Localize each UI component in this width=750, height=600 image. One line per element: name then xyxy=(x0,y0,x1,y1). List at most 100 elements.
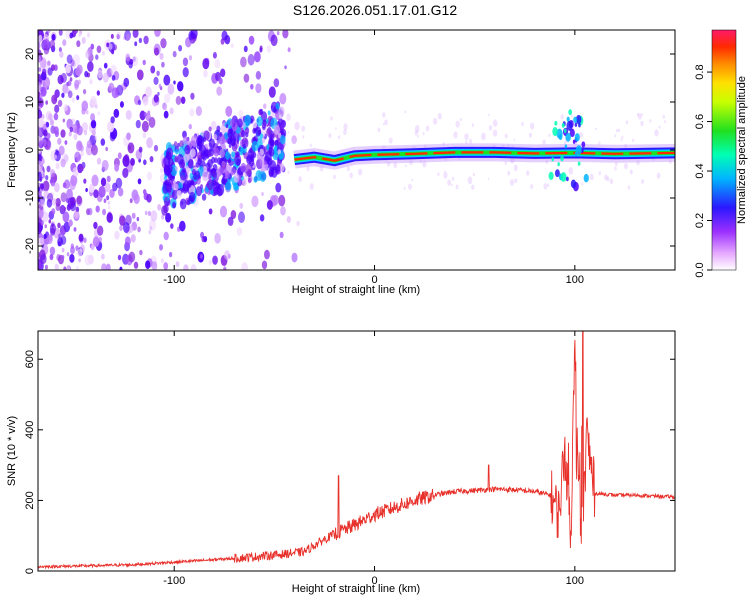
spectrogram-cell xyxy=(73,133,78,141)
spectrogram-cell xyxy=(103,62,108,69)
spectrogram-cell xyxy=(166,147,174,160)
spectrogram-cell xyxy=(664,120,667,124)
spectrogram-cell xyxy=(111,74,116,81)
spectrogram-cell xyxy=(212,52,217,59)
spectrogram-cell xyxy=(93,221,98,229)
spectrogram-cell xyxy=(101,50,105,56)
spectrogram-cell xyxy=(561,122,565,128)
spectrogram-cell xyxy=(164,93,171,104)
spectrogram-cell xyxy=(566,120,573,131)
spectrogram-cell xyxy=(213,147,220,157)
spectrogram-cell xyxy=(66,54,73,64)
spectrogram-cell xyxy=(514,178,518,184)
spectrogram-cell xyxy=(240,162,247,173)
spectrogram-cell xyxy=(98,236,102,243)
spectrogram-cell xyxy=(377,127,381,133)
spectrogram-cell xyxy=(656,172,661,179)
spectrogram-cell xyxy=(432,117,438,125)
spectrogram-cell xyxy=(560,114,564,120)
spectrogram-cell xyxy=(268,166,275,177)
spectrogram-cell xyxy=(641,179,644,184)
spectrogram-cell xyxy=(451,183,453,187)
spectrogram-cell xyxy=(309,183,314,190)
spectrogram-cell xyxy=(662,114,665,119)
spectrogram-cell xyxy=(96,45,102,54)
spectrogram-cell xyxy=(569,128,575,138)
spectrogram-cell xyxy=(150,65,156,74)
spectrogram-cell xyxy=(195,106,203,117)
spectrogram-cell xyxy=(95,205,100,213)
spectrogram-cell xyxy=(154,30,161,38)
spectrogram-cell xyxy=(199,184,204,190)
spectrogram-cell xyxy=(464,133,469,141)
spectrogram-cell xyxy=(193,172,198,180)
spectrogram-cell xyxy=(158,83,162,88)
spectrogram-cell xyxy=(175,95,182,105)
spectrogram-cell xyxy=(236,158,241,166)
spectrogram-cell xyxy=(62,39,67,46)
spectrogram-cell xyxy=(102,72,109,83)
spectrogram-cell xyxy=(513,138,516,142)
spectrogram-cell xyxy=(38,191,43,199)
spectrogram-cell xyxy=(263,249,270,260)
spectrogram-cell xyxy=(122,222,130,234)
spectrogram-cell xyxy=(207,150,212,158)
spectrogram-cell xyxy=(180,96,186,104)
snr-ticks: -100 0 100 0 200 400 600 xyxy=(24,331,675,587)
spectrogram-cell xyxy=(554,169,560,178)
spectrogram-cell xyxy=(201,236,206,243)
snr-xtick-label: -100 xyxy=(163,575,185,587)
spectrogram-cell xyxy=(188,123,192,130)
spectrogram-cell xyxy=(175,166,178,171)
spectrogram-cell xyxy=(175,149,179,155)
spectrogram-cell xyxy=(114,230,120,240)
spectrogram-cell xyxy=(453,131,458,139)
spectrogram-cell xyxy=(106,195,110,201)
spectrogram-cell xyxy=(157,204,162,211)
snr-xtick-label: 0 xyxy=(371,575,377,587)
spectrogram-cell xyxy=(186,179,192,188)
spectrogram-cell xyxy=(64,179,70,190)
spectrogram-cell xyxy=(81,37,86,44)
spectrogram-cell xyxy=(169,107,174,115)
snr-ytick-label: 0 xyxy=(24,568,36,574)
spectrogram-cell xyxy=(298,176,303,183)
spectrogram-cell xyxy=(67,80,72,87)
spectrogram-cell xyxy=(184,144,191,155)
snr-series-line xyxy=(38,331,675,570)
spectrogram-cell xyxy=(167,83,175,95)
spectrogram-cell xyxy=(393,162,398,169)
spectrogram-cell xyxy=(606,176,610,182)
spectrogram-cell xyxy=(568,167,574,175)
spectrogram-cell xyxy=(578,123,581,128)
spectrogram-cell xyxy=(208,138,216,149)
spectrogram-cell xyxy=(38,117,44,128)
spectrogram-cell xyxy=(333,174,336,180)
spectrogram-cell xyxy=(658,125,661,129)
spectrogram-cell xyxy=(59,204,66,215)
spectrogram-cell xyxy=(40,199,45,207)
spectrogram-cell xyxy=(51,197,57,206)
spectrogram-cell xyxy=(142,59,146,66)
spectrogram-cell xyxy=(95,104,98,109)
spectrogram-cell xyxy=(55,162,60,170)
spectrogram-cell xyxy=(203,166,208,173)
spectrogram-cell xyxy=(55,203,61,211)
spectrogram-cell xyxy=(143,35,149,45)
spectrogram-cell xyxy=(252,128,256,134)
spectrogram-cell xyxy=(81,107,86,115)
spectrogram-cell xyxy=(282,30,289,39)
spectrogram-cell xyxy=(243,73,250,83)
spectrogram-cell xyxy=(154,47,160,56)
spectrogram-cell xyxy=(529,122,535,130)
spectrogram-cell xyxy=(309,143,312,148)
spectrogram-cell xyxy=(225,171,230,179)
spectrogram-cell xyxy=(138,146,143,153)
spectrogram-cell xyxy=(71,97,75,103)
spectrogram-cell xyxy=(151,261,158,270)
spectrogram-cell xyxy=(148,229,152,235)
spectrogram-cell xyxy=(179,140,184,148)
spectrogram-cell xyxy=(135,119,141,129)
spectrogram-cell xyxy=(388,137,393,144)
spectrogram-cell xyxy=(66,118,73,130)
